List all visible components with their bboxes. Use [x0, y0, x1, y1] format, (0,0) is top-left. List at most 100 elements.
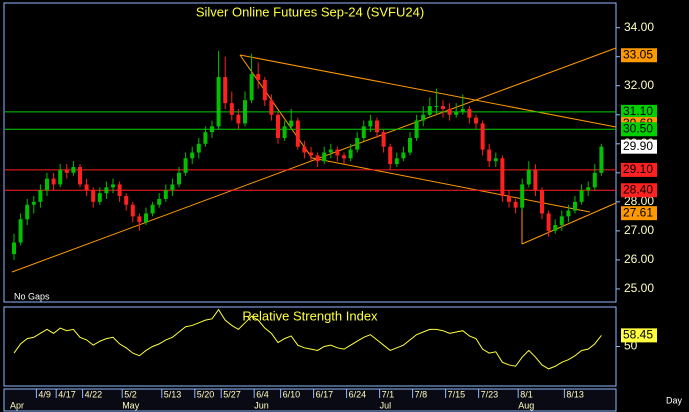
x-tick-label: 5/20: [197, 389, 215, 399]
candle-body: [467, 108, 472, 118]
x-tick-label: 4/9: [38, 389, 51, 399]
level-label: 30.50: [623, 121, 653, 135]
x-tick-label: 8/13: [566, 389, 584, 399]
candle-body: [559, 216, 564, 226]
candle-body: [276, 114, 280, 138]
candle-body: [236, 114, 241, 124]
x-tick-label: 5/27: [223, 389, 241, 399]
candle-body: [177, 172, 181, 185]
x-tick-label: 6/10: [283, 389, 301, 399]
month-label: May: [122, 400, 140, 410]
candle-body: [335, 149, 340, 156]
candle-body: [58, 169, 63, 185]
candle-body: [500, 158, 505, 197]
candle-body: [78, 167, 82, 185]
candle-body: [130, 204, 135, 217]
candle-body: [144, 213, 148, 223]
candle-body: [394, 158, 399, 165]
candle-body: [401, 152, 406, 159]
rsi-line: [13, 308, 602, 370]
candle-body: [137, 216, 142, 223]
candle-body: [579, 190, 584, 202]
y-tick-label: 25.00: [624, 281, 654, 295]
candle-body: [38, 190, 43, 202]
level-label: 29.10: [623, 162, 653, 176]
level-label-bg: [621, 122, 657, 137]
candle-body: [388, 146, 393, 165]
candle-body: [526, 169, 531, 185]
candle-body: [91, 190, 96, 202]
candle-body: [210, 126, 214, 133]
candle-body: [566, 210, 571, 217]
candle-body: [342, 155, 346, 159]
candle-body: [84, 184, 89, 191]
candle-body: [262, 79, 267, 101]
candle-body: [348, 149, 353, 159]
candle-body: [97, 193, 102, 202]
month-label: Jun: [254, 400, 269, 410]
candle-body: [256, 74, 261, 80]
x-tick-label: 5/13: [164, 389, 182, 399]
rsi-title: Relative Strength Index: [242, 308, 378, 323]
candle-body: [546, 213, 551, 231]
candle-body: [355, 137, 360, 150]
candle-body: [368, 120, 373, 127]
candle-body: [104, 187, 109, 194]
candle-body: [573, 201, 577, 211]
candle-body: [25, 204, 30, 220]
x-tick-label: 6/17: [316, 389, 334, 399]
trendline: [239, 54, 617, 128]
x-tick-label: 7/23: [481, 389, 499, 399]
trendline: [11, 47, 617, 273]
x-tick-label: 7/1: [382, 389, 395, 399]
x-tick-label: 4/17: [58, 389, 76, 399]
candle-body: [309, 152, 313, 156]
x-tick-label: 6/24: [349, 389, 367, 399]
candle-body: [553, 225, 558, 231]
candle-body: [216, 77, 221, 127]
candle-body: [586, 187, 591, 191]
level-label-bg: [621, 162, 657, 177]
candle-body: [229, 103, 234, 115]
x-tick-label: 6/4: [256, 389, 269, 399]
month-label: Jul: [380, 400, 392, 410]
price-panel: [3, 2, 617, 303]
level-label-bg: [621, 183, 657, 198]
x-tick-label: 8/1: [520, 389, 533, 399]
candle-body: [427, 106, 432, 115]
x-tick-label: 5/2: [124, 389, 137, 399]
candle-body: [282, 126, 287, 138]
candle-body: [302, 146, 307, 153]
candle-body: [163, 190, 168, 199]
level-label-bg: [621, 139, 657, 154]
x-axis-unit: Day: [666, 395, 683, 405]
candle-body: [203, 132, 208, 144]
candle-body: [447, 108, 452, 115]
candle-body: [487, 149, 492, 162]
candle-body: [454, 111, 459, 115]
candle-body: [408, 137, 412, 153]
candle-body: [295, 120, 300, 147]
candle-body: [289, 120, 294, 127]
date-axis: [3, 388, 617, 412]
y-tick-label: 27.00: [624, 223, 654, 237]
x-tick-label: 7/15: [448, 389, 466, 399]
candle-body: [269, 100, 274, 115]
level-label: 29.90: [623, 139, 653, 153]
candle-body: [196, 143, 201, 153]
level-label-bg: [621, 104, 657, 119]
level-label: 33.05: [623, 47, 653, 61]
candle-body: [51, 178, 56, 185]
level-label: 28.40: [623, 182, 653, 196]
candle-body: [414, 120, 419, 138]
candle-body: [474, 117, 478, 124]
candle-body: [328, 149, 333, 153]
candle-body: [599, 146, 604, 173]
y-tick-label: 32.00: [624, 78, 654, 92]
rsi-last-label: 58.45: [623, 328, 653, 342]
trendline: [521, 202, 617, 245]
candle-body: [381, 132, 386, 147]
candle-body: [243, 100, 247, 124]
month-label: Apr: [10, 400, 24, 410]
